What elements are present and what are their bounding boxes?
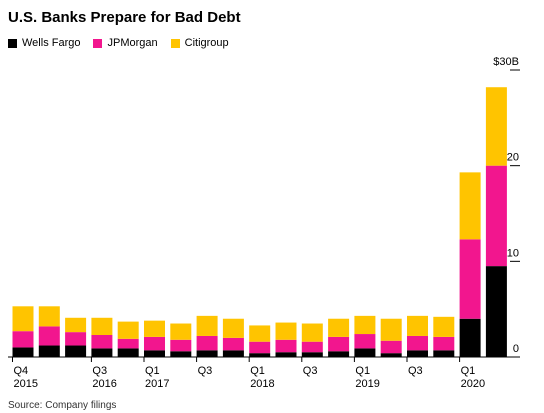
bar-wells-fargo [407,350,428,357]
bar-jpmorgan [485,165,507,267]
bar-wells-fargo [485,266,507,357]
x-tick-label: Q1 [461,365,476,377]
bar-wells-fargo [249,353,271,357]
legend-label-jpmorgan: JPMorgan [107,37,158,49]
bar-citigroup [301,323,323,342]
bar-jpmorgan [301,341,323,353]
bar-jpmorgan [222,337,244,351]
legend-swatch-wells-fargo [8,38,17,48]
y-tick-label: 0 [513,343,519,355]
bar-citigroup [144,320,165,337]
x-tick-year-label: 2020 [461,378,485,390]
bar-wells-fargo [354,348,376,357]
bar-wells-fargo [12,347,34,357]
bar-citigroup [91,317,113,335]
bar-jpmorgan [275,339,297,353]
x-tick-label: Q4 [14,365,29,377]
x-tick-label: Q3 [303,365,318,377]
bar-wells-fargo [196,350,218,357]
bar-jpmorgan [407,335,428,351]
bar-citigroup [65,317,87,333]
bar-wells-fargo [65,345,87,357]
bar-jpmorgan [249,341,271,354]
bar-wells-fargo [144,350,165,357]
legend-label-citigroup: Citigroup [184,37,229,49]
bar-citigroup [12,306,34,332]
bar-jpmorgan [65,332,87,346]
bar-jpmorgan [38,326,60,346]
x-tick-label: Q1 [145,365,160,377]
bar-jpmorgan [117,338,139,349]
x-tick-label: Q3 [92,365,107,377]
source-note: Source: Company filings [8,400,117,411]
bar-wells-fargo [275,352,297,357]
bar-wells-fargo [380,353,402,357]
bar-citigroup [222,318,244,338]
bar-citigroup [328,318,350,337]
x-tick-year-label: 2015 [14,378,38,390]
bar-citigroup [38,306,60,327]
bar-citigroup [485,87,507,166]
bar-citigroup [249,325,271,342]
x-tick-label: Q3 [408,365,423,377]
bar-jpmorgan [380,340,402,354]
bar-wells-fargo [459,318,481,357]
bar-wells-fargo [117,348,139,357]
x-tick-year-label: 2018 [250,378,274,390]
bar-jpmorgan [328,336,350,352]
bar-wells-fargo [170,351,192,357]
x-tick-year-label: 2017 [145,378,169,390]
bar-wells-fargo [38,345,60,357]
bar-citigroup [407,315,428,336]
bar-wells-fargo [91,348,113,357]
legend-item-citigroup: Citigroup [170,37,229,49]
bar-jpmorgan [170,339,192,352]
x-tick-label: Q1 [250,365,265,377]
bar-jpmorgan [91,334,113,349]
bar-citigroup [275,322,297,340]
bar-wells-fargo [328,351,350,357]
legend-swatch-citigroup [170,38,180,48]
legend-label-wells-fargo: Wells Fargo [22,37,81,49]
bar-jpmorgan [459,239,481,319]
bar-citigroup [380,318,402,341]
bar-wells-fargo [301,352,323,357]
bar-citigroup [117,321,139,339]
legend-swatch-jpmorgan [93,38,103,48]
y-tick-label: $30B [493,56,519,68]
bar-citigroup [459,172,481,240]
x-tick-year-label: 2016 [92,378,116,390]
bar-jpmorgan [354,334,376,349]
bar-wells-fargo [222,350,244,357]
bar-citigroup [433,316,455,337]
bar-jpmorgan [12,331,34,348]
bar-wells-fargo [433,350,455,357]
bar-jpmorgan [196,335,218,351]
x-tick-label: Q1 [355,365,370,377]
bar-citigroup [354,315,376,335]
bar-citigroup [196,315,218,336]
bar-jpmorgan [144,336,165,351]
bar-citigroup [170,323,192,340]
x-tick-year-label: 2019 [355,378,379,390]
legend: Wells Fargo JPMorgan Citigroup [8,37,242,49]
legend-item-jpmorgan: JPMorgan [93,37,158,49]
y-tick-label: 10 [507,247,519,259]
y-tick-label: 20 [507,152,519,164]
x-tick-label: Q3 [198,365,213,377]
chart-title: U.S. Banks Prepare for Bad Debt [8,9,241,26]
bar-jpmorgan [433,336,455,351]
legend-item-wells-fargo: Wells Fargo [8,37,80,49]
